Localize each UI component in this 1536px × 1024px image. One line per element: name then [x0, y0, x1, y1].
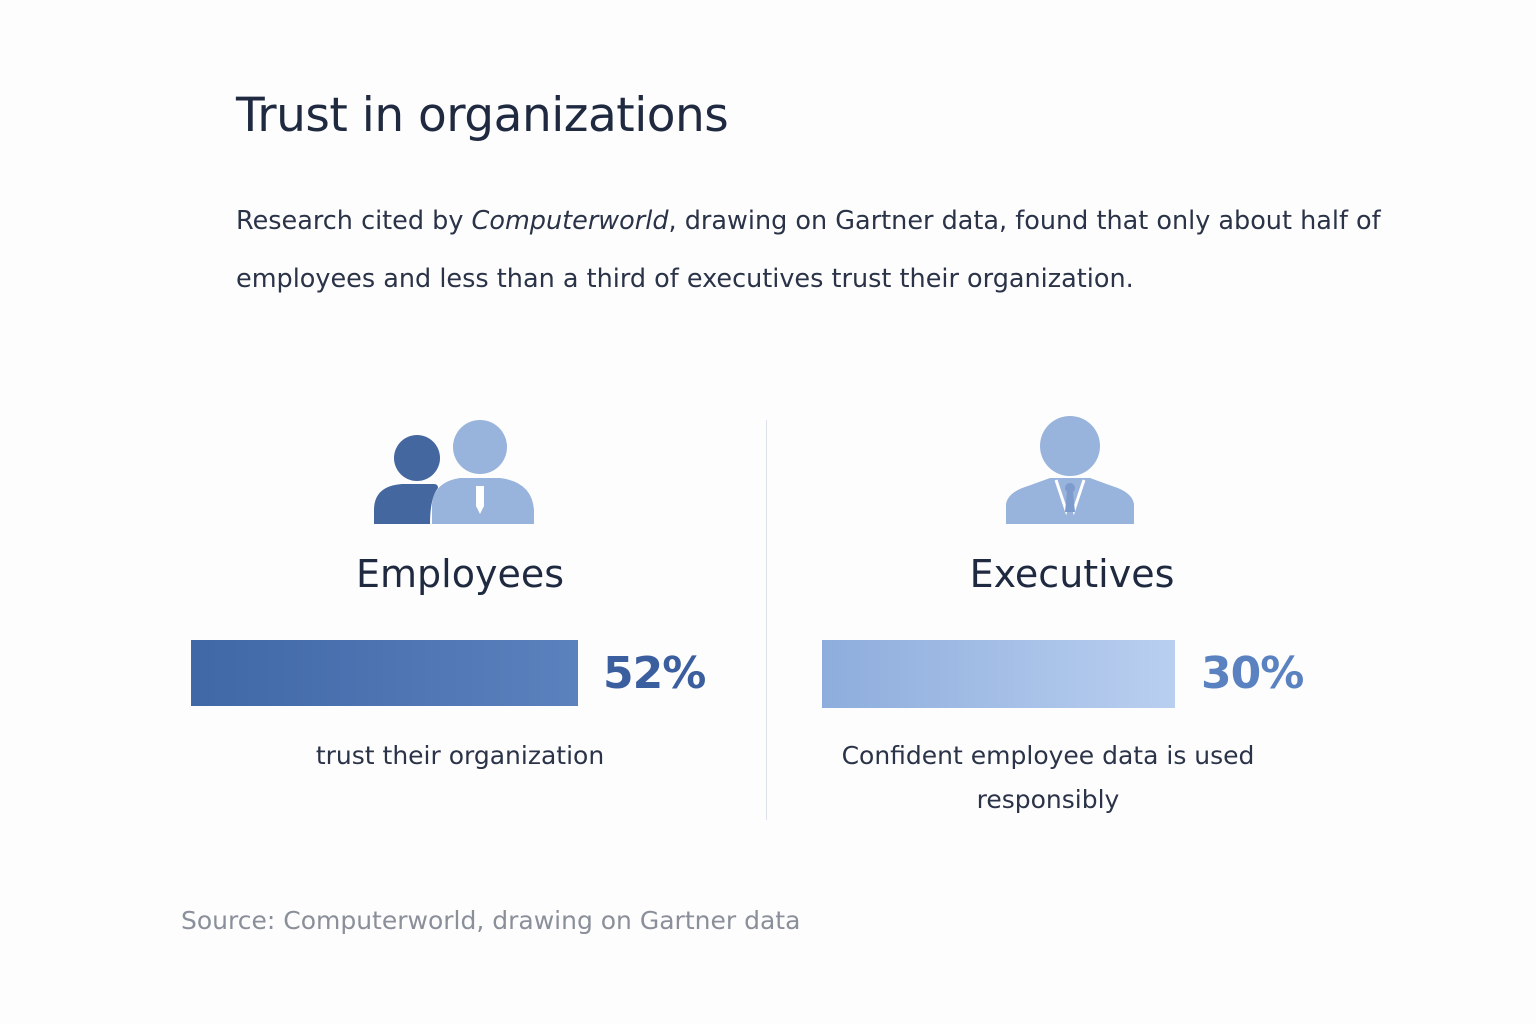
executives-heading: Executives: [969, 552, 1175, 596]
column-divider: [766, 420, 767, 820]
executives-bar: [822, 640, 1175, 708]
employees-bar: [191, 640, 578, 706]
executives-description: Confident employee data is used responsi…: [841, 741, 1255, 814]
intro-paragraph: Research cited by Computerworld, drawing…: [236, 192, 1396, 308]
intro-text-1: Research cited by: [236, 206, 472, 236]
employees-value-label: 52%: [603, 648, 706, 699]
employees-description: trust their organization: [315, 741, 605, 770]
intro-text-2: , drawing on Gartner data, found that on…: [236, 206, 1381, 294]
employees-heading: Employees: [356, 552, 564, 596]
source-note: Source: Computerworld, drawing on Gartne…: [181, 906, 801, 935]
intro-publication: Computerworld: [471, 206, 669, 236]
people-group-icon: [374, 420, 534, 524]
executives-value-label: 30%: [1201, 648, 1304, 699]
page-title: Trust in organizations: [236, 88, 729, 143]
executive-person-icon: [1006, 416, 1134, 524]
